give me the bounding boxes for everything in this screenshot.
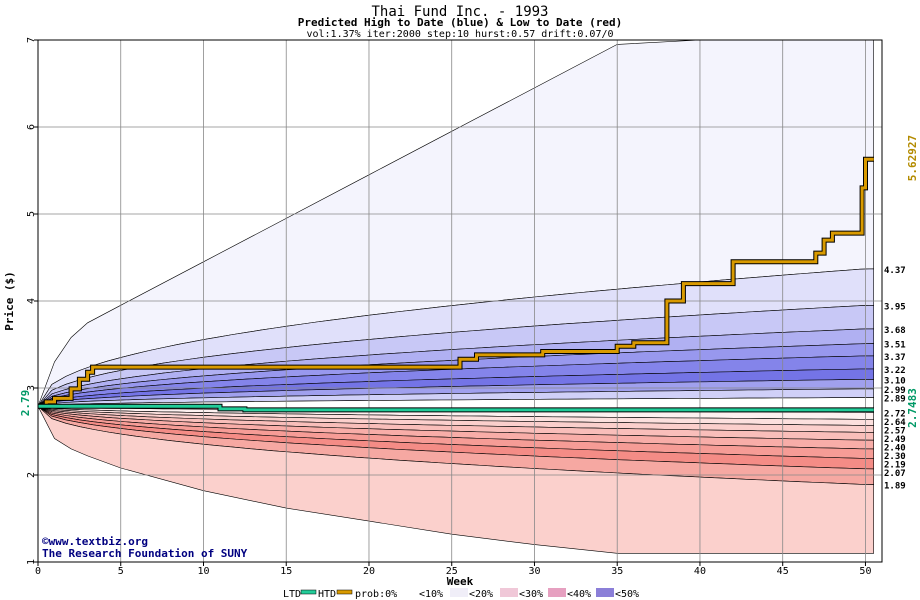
htd-line — [38, 157, 874, 408]
band-end-label: 2.07 — [884, 469, 906, 479]
legend-htd-label: HTD — [318, 589, 336, 600]
x-tick-label: 40 — [694, 566, 706, 577]
legend-bin-label-1: <20% — [469, 589, 493, 600]
band-end-label: 4.37 — [884, 266, 906, 276]
band-end-label: 2.19 — [884, 460, 906, 470]
band-end-label: 2.89 — [884, 395, 906, 405]
watermark-line1: ©www.textbiz.org — [42, 535, 148, 548]
y-tick-label: 2 — [26, 472, 37, 478]
x-tick-label: 10 — [197, 566, 209, 577]
watermark-line2: The Research Foundation of SUNY — [42, 547, 248, 560]
band-end-label: 3.37 — [884, 353, 906, 363]
band-end-labels: 4.37 3.95 3.68 3.51 3.37 3.223.102.992.89 2.72… — [884, 266, 906, 492]
x-tick-label: 0 — [35, 566, 41, 577]
x-tick-label: 5 — [118, 566, 124, 577]
legend-bin-swatch-4 — [596, 588, 614, 597]
band-end-label: 2.30 — [884, 452, 906, 462]
x-tick-label: 45 — [777, 566, 789, 577]
band-end-label: 3.51 — [884, 341, 906, 351]
x-tick-label: 20 — [363, 566, 375, 577]
y-tick-label: 1 — [26, 559, 37, 565]
ltd-end-label: 2.7483 — [906, 388, 919, 428]
band-end-label: 1.89 — [884, 482, 906, 492]
y-tick-label: 5 — [26, 211, 37, 217]
chart-params: vol:1.37% iter:2000 step:10 hurst:0.57 d… — [306, 29, 613, 40]
legend-ltd-label: LTD — [283, 589, 301, 600]
gridlines — [38, 40, 882, 562]
y-tick-label: 3 — [26, 385, 37, 391]
legend-bin-swatch-1 — [450, 588, 468, 597]
band-end-label: 3.95 — [884, 302, 906, 312]
band-end-label: 3.22 — [884, 366, 906, 376]
band-end-label: 3.10 — [884, 376, 906, 386]
y-tick-label: 4 — [26, 298, 37, 304]
x-tick-label: 25 — [446, 566, 458, 577]
y-tick-label: 6 — [26, 124, 37, 130]
x-tick-label: 50 — [859, 566, 871, 577]
y-tick-label: 7 — [26, 37, 37, 43]
band-end-label: 2.57 — [884, 426, 906, 436]
legend-bin-swatch-0 — [400, 588, 418, 597]
legend-htd-swatch — [336, 589, 353, 595]
low-prob-band-8 — [38, 406, 874, 554]
chart-subtitle: Predicted High to Date (blue) & Low to D… — [298, 16, 623, 29]
band-end-label: 3.68 — [884, 326, 906, 336]
legend-prob-prefix: prob:0% — [355, 589, 397, 600]
legend-bin-swatch-2 — [500, 588, 518, 597]
legend-bin-label-0: <10% — [419, 589, 443, 600]
x-tick-label: 15 — [280, 566, 292, 577]
legend-bin-label-2: <30% — [519, 589, 543, 600]
legend: LTD HTD prob:0% <10% <20% <30% <40% <50% — [283, 588, 639, 600]
band-end-label: 2.40 — [884, 443, 906, 453]
legend-ltd-swatch — [300, 589, 317, 595]
series-lines — [38, 156, 874, 413]
start-price-label: 2.79 — [19, 390, 32, 417]
band-end-label: 2.72 — [884, 409, 906, 419]
legend-bin-label-4: <50% — [615, 589, 639, 600]
probability-bands — [38, 40, 874, 554]
x-tick-label: 35 — [611, 566, 623, 577]
legend-bin-label-3: <40% — [567, 589, 591, 600]
chart-title: Thai Fund Inc. - 1993 — [371, 4, 548, 20]
y-axis-label: Price ($) — [3, 271, 16, 331]
htd-end-label: 5.62927 — [906, 135, 919, 181]
band-end-label: 2.99 — [884, 386, 906, 396]
x-tick-label: 30 — [528, 566, 540, 577]
band-end-label: 2.64 — [884, 418, 906, 428]
band-end-label: 2.49 — [884, 435, 906, 445]
x-axis-label: Week — [447, 575, 474, 588]
ltd-line — [38, 404, 874, 412]
legend-bin-swatch-3 — [548, 588, 566, 597]
